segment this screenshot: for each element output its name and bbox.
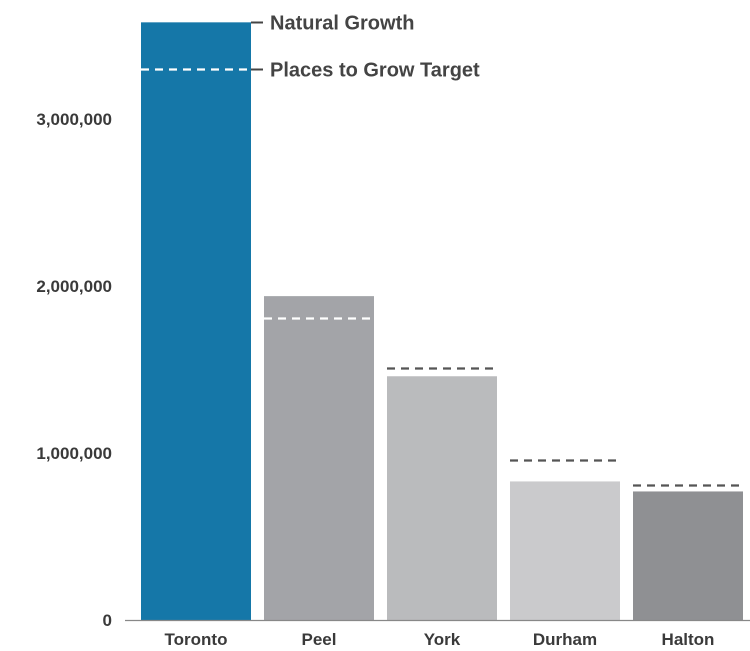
bar-toronto xyxy=(141,22,251,621)
bar-york xyxy=(387,376,497,620)
y-tick-label: 1,000,000 xyxy=(36,444,112,463)
y-tick-label: 0 xyxy=(103,611,112,630)
x-tick-label-toronto: Toronto xyxy=(165,630,228,649)
legend: Natural Growth Places to Grow Target xyxy=(251,13,480,82)
x-tick-label-halton: Halton xyxy=(662,630,715,649)
y-tick-label: 2,000,000 xyxy=(36,277,112,296)
x-tick-label-york: York xyxy=(424,630,461,649)
target-legend-label: Places to Grow Target xyxy=(270,60,480,82)
target-lines-layer xyxy=(141,68,743,487)
bars-layer xyxy=(141,22,743,621)
bar-peel xyxy=(264,296,374,620)
x-tick-label-durham: Durham xyxy=(533,630,597,649)
natural-growth-legend-label: Natural Growth xyxy=(270,13,414,35)
axis-layer: Toronto Peel York Durham Halton 0 1,000,000 2,0… xyxy=(36,110,750,649)
x-tick-label-peel: Peel xyxy=(302,630,337,649)
bar-durham xyxy=(510,481,620,620)
bar-halton xyxy=(633,491,743,620)
y-tick-label: 3,000,000 xyxy=(36,110,112,129)
